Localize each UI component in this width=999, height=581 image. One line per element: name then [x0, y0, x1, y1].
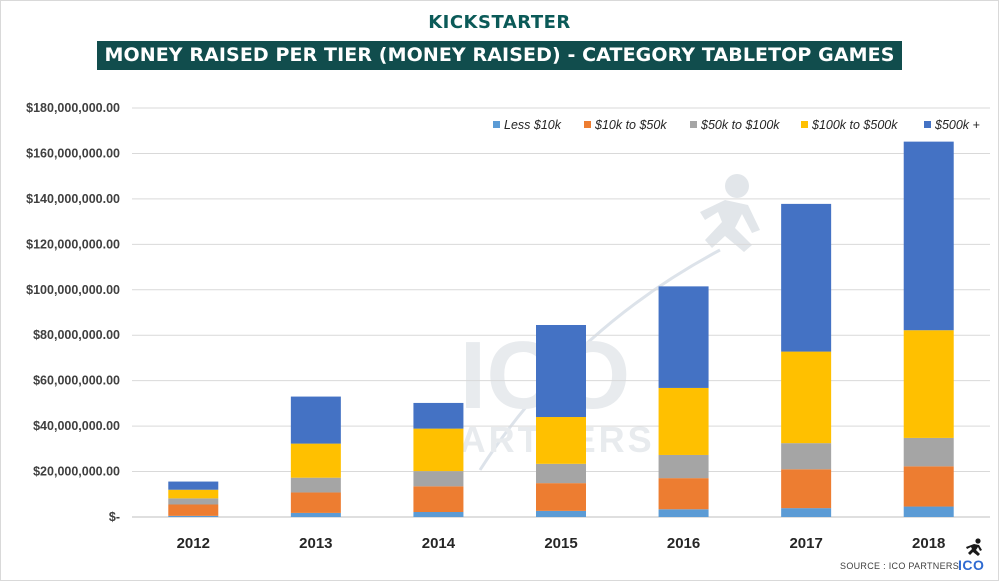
- bars: [168, 141, 954, 517]
- bar-segment: [781, 203, 832, 352]
- bar-segment: [903, 330, 954, 438]
- bar-segment: [781, 469, 832, 509]
- bar-segment: [413, 402, 464, 429]
- watermark-runner-icon: [700, 174, 760, 252]
- bar-segment: [290, 443, 341, 478]
- x-tick-label: 2016: [667, 535, 700, 552]
- bar-segment: [903, 466, 954, 507]
- bar-segment: [290, 512, 341, 517]
- y-tick-label: $120,000,000.00: [26, 237, 120, 251]
- x-axis: 2012 2013 2014 2015 2016 2017 2018: [177, 535, 946, 552]
- bar-segment: [290, 396, 341, 444]
- x-tick-label: 2012: [177, 535, 210, 552]
- bar-segment: [903, 141, 954, 331]
- x-tick-label: 2017: [789, 535, 822, 552]
- legend-label: $500k +: [934, 118, 980, 132]
- kickstarter-logo: KICKSTARTER: [428, 12, 571, 33]
- bar-segment: [781, 443, 832, 470]
- bar-segment: [536, 324, 586, 418]
- bar-segment: [413, 512, 464, 517]
- bar-segment: [903, 437, 954, 467]
- bar-segment: [658, 286, 709, 388]
- x-tick-label: 2013: [299, 535, 332, 552]
- bar-segment: [781, 508, 832, 517]
- bar-segment: [168, 504, 219, 516]
- x-tick-label: 2014: [422, 535, 456, 552]
- legend-swatch: [924, 121, 931, 128]
- y-tick-label: $60,000,000.00: [33, 374, 120, 388]
- legend-swatch: [493, 121, 500, 128]
- bar-segment: [290, 492, 341, 513]
- legend: Less $10k $10k to $50k $50k to $100k $100k …: [493, 118, 980, 132]
- legend-swatch: [801, 121, 808, 128]
- bar-segment: [903, 506, 954, 517]
- ico-logo: ICO: [958, 557, 985, 573]
- bar-segment: [290, 477, 341, 493]
- y-tick-label: $140,000,000.00: [26, 192, 120, 206]
- y-tick-label: $40,000,000.00: [33, 419, 120, 433]
- bar-segment: [658, 478, 709, 510]
- bar-segment: [536, 510, 586, 517]
- runner-icon: [966, 538, 982, 556]
- bar-segment: [536, 483, 586, 511]
- legend-label: $10k to $50k: [594, 118, 667, 132]
- bar-segment: [658, 509, 709, 517]
- legend-label: $100k to $500k: [811, 118, 898, 132]
- y-tick-label: $160,000,000.00: [26, 146, 120, 160]
- legend-label: Less $10k: [504, 118, 562, 132]
- y-tick-label: $-: [109, 510, 120, 524]
- legend-swatch: [690, 121, 697, 128]
- x-tick-label: 2018: [912, 535, 945, 552]
- legend-label: $50k to $100k: [700, 118, 780, 132]
- legend-swatch: [584, 121, 591, 128]
- bar-segment: [168, 498, 219, 505]
- y-tick-label: $180,000,000.00: [26, 101, 120, 115]
- y-axis: $- $20,000,000.00 $40,000,000.00 $60,000,00…: [26, 101, 120, 524]
- chart-title: MONEY RAISED PER TIER (MONEY RAISED) - C…: [97, 41, 902, 70]
- bar-segment: [168, 515, 219, 517]
- bar-segment: [413, 486, 464, 513]
- y-tick-label: $80,000,000.00: [33, 328, 120, 342]
- bar-segment: [413, 428, 464, 472]
- bar-segment: [168, 489, 219, 499]
- bar-segment: [536, 463, 586, 484]
- bar-segment: [168, 481, 219, 490]
- bar-segment: [413, 471, 464, 487]
- y-tick-label: $20,000,000.00: [33, 465, 120, 479]
- y-tick-label: $100,000,000.00: [26, 283, 120, 297]
- bar-segment: [658, 454, 709, 479]
- bar-segment: [658, 387, 709, 455]
- watermark: ICO PARTNERS: [435, 174, 760, 471]
- source-note: SOURCE : ICO PARTNERS: [840, 561, 959, 571]
- x-tick-label: 2015: [544, 535, 577, 552]
- bar-segment: [781, 351, 832, 444]
- bar-segment: [536, 417, 586, 464]
